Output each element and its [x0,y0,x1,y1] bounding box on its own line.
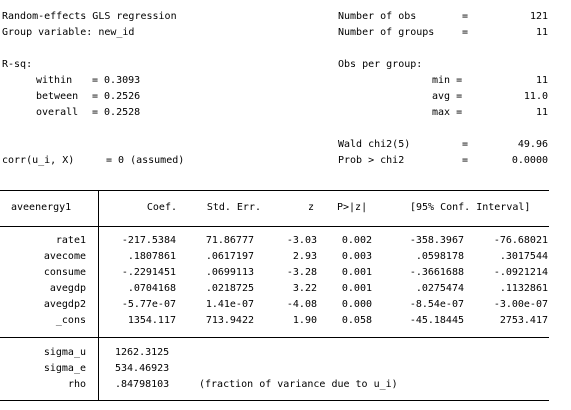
row-ci-hi: -76.68021 [493,235,548,246]
row-p: 0.001 [341,267,372,278]
corr-value: = 0 (assumed) [106,155,185,166]
row-se: 71.86777 [205,235,254,246]
row-name: rate1 [55,235,86,246]
avg-value: 11.0 [523,91,548,102]
row-p: 0.058 [341,315,372,326]
rsq-between-label: between [36,91,79,102]
row-name: consume [43,267,86,278]
row-ci-lo: -358.3967 [409,235,464,246]
prob-value: 0.0000 [511,155,548,166]
depvar-header: aveenergy1 [11,202,72,213]
row-name: avegdp2 [43,299,86,310]
wald-eq: = [462,139,469,150]
table-coef-bottom-rule [0,337,549,338]
nobs-label: Number of obs [338,11,417,22]
sigma-e-label: sigma_e [43,363,86,374]
row-z: -4.08 [286,299,317,310]
group-variable: Group variable: new_id [2,27,135,38]
row-ci-lo: -8.54e-07 [409,299,464,310]
min-value: 11 [535,75,548,86]
row-p: 0.001 [341,283,372,294]
rsq-within-label: within [36,75,73,86]
min-label: min = [432,75,463,86]
row-se: .0218725 [205,283,254,294]
regression-title: Random-effects GLS regression [2,11,177,22]
nobs-eq: = [462,11,469,22]
row-coef: 1354.117 [127,315,176,326]
obs-per-group-label: Obs per group: [338,59,423,70]
max-value: 11 [535,107,548,118]
ngroups-label: Number of groups [338,27,435,38]
row-coef: .1807861 [127,251,176,262]
corr-label: corr(u_i, X) [2,155,75,166]
row-z: 3.22 [292,283,317,294]
table-header-rule [0,226,549,227]
rsq-label: R-sq: [2,59,33,70]
nobs-value: 121 [529,11,548,22]
sigma-e-value: 534.46923 [115,363,170,374]
avg-label: avg = [432,91,463,102]
rsq-overall-label: overall [36,107,79,118]
col-coef-header: Coef. [146,202,177,213]
rsq-overall-value: = 0.2528 [92,107,141,118]
row-p: 0.000 [341,299,372,310]
row-se: .0699113 [205,267,254,278]
rho-value: .84798103 [115,379,170,390]
table-bottom-rule [0,400,549,401]
row-coef: -217.5384 [121,235,176,246]
row-z: -3.03 [286,235,317,246]
wald-label: Wald chi2(5) [338,139,411,150]
row-ci-hi: 2753.417 [499,315,548,326]
table-top-rule [0,190,549,191]
prob-eq: = [462,155,469,166]
row-z: 1.90 [292,315,317,326]
row-z: 2.93 [292,251,317,262]
row-se: 1.41e-07 [205,299,254,310]
row-se: 713.9422 [205,315,254,326]
prob-label: Prob > chi2 [338,155,405,166]
row-p: 0.003 [341,251,372,262]
row-name: avegdp [49,283,86,294]
col-p-header: P>|z| [337,202,368,213]
ngroups-eq: = [462,27,469,38]
row-z: -3.28 [286,267,317,278]
row-ci-lo: .0275474 [415,283,464,294]
row-name: _cons [55,315,86,326]
col-ci-header: [95% Conf. Interval] [410,202,531,213]
row-ci-lo: -.3661688 [409,267,464,278]
row-p: 0.002 [341,235,372,246]
sigma-u-value: 1262.3125 [115,347,170,358]
row-coef: -5.77e-07 [121,299,176,310]
row-ci-lo: -45.18445 [409,315,464,326]
max-label: max = [432,107,463,118]
row-ci-lo: .0598178 [415,251,464,262]
row-ci-hi: -3.00e-07 [493,299,548,310]
rsq-between-value: = 0.2526 [92,91,141,102]
sigma-u-label: sigma_u [43,347,86,358]
rsq-within-value: = 0.3093 [92,75,141,86]
ngroups-value: 11 [535,27,548,38]
table-vertical-rule [98,190,99,400]
row-ci-hi: .1132861 [499,283,548,294]
row-se: .0617197 [205,251,254,262]
wald-value: 49.96 [517,139,548,150]
row-ci-hi: -.0921214 [493,267,548,278]
row-coef: .0704168 [127,283,176,294]
row-name: avecome [43,251,86,262]
col-se-header: Std. Err. [206,202,261,213]
row-coef: -.2291451 [121,267,176,278]
rho-note: (fraction of variance due to u_i) [199,379,398,390]
row-ci-hi: .3017544 [499,251,548,262]
rho-label: rho [67,379,86,390]
col-z-header: z [307,202,314,213]
